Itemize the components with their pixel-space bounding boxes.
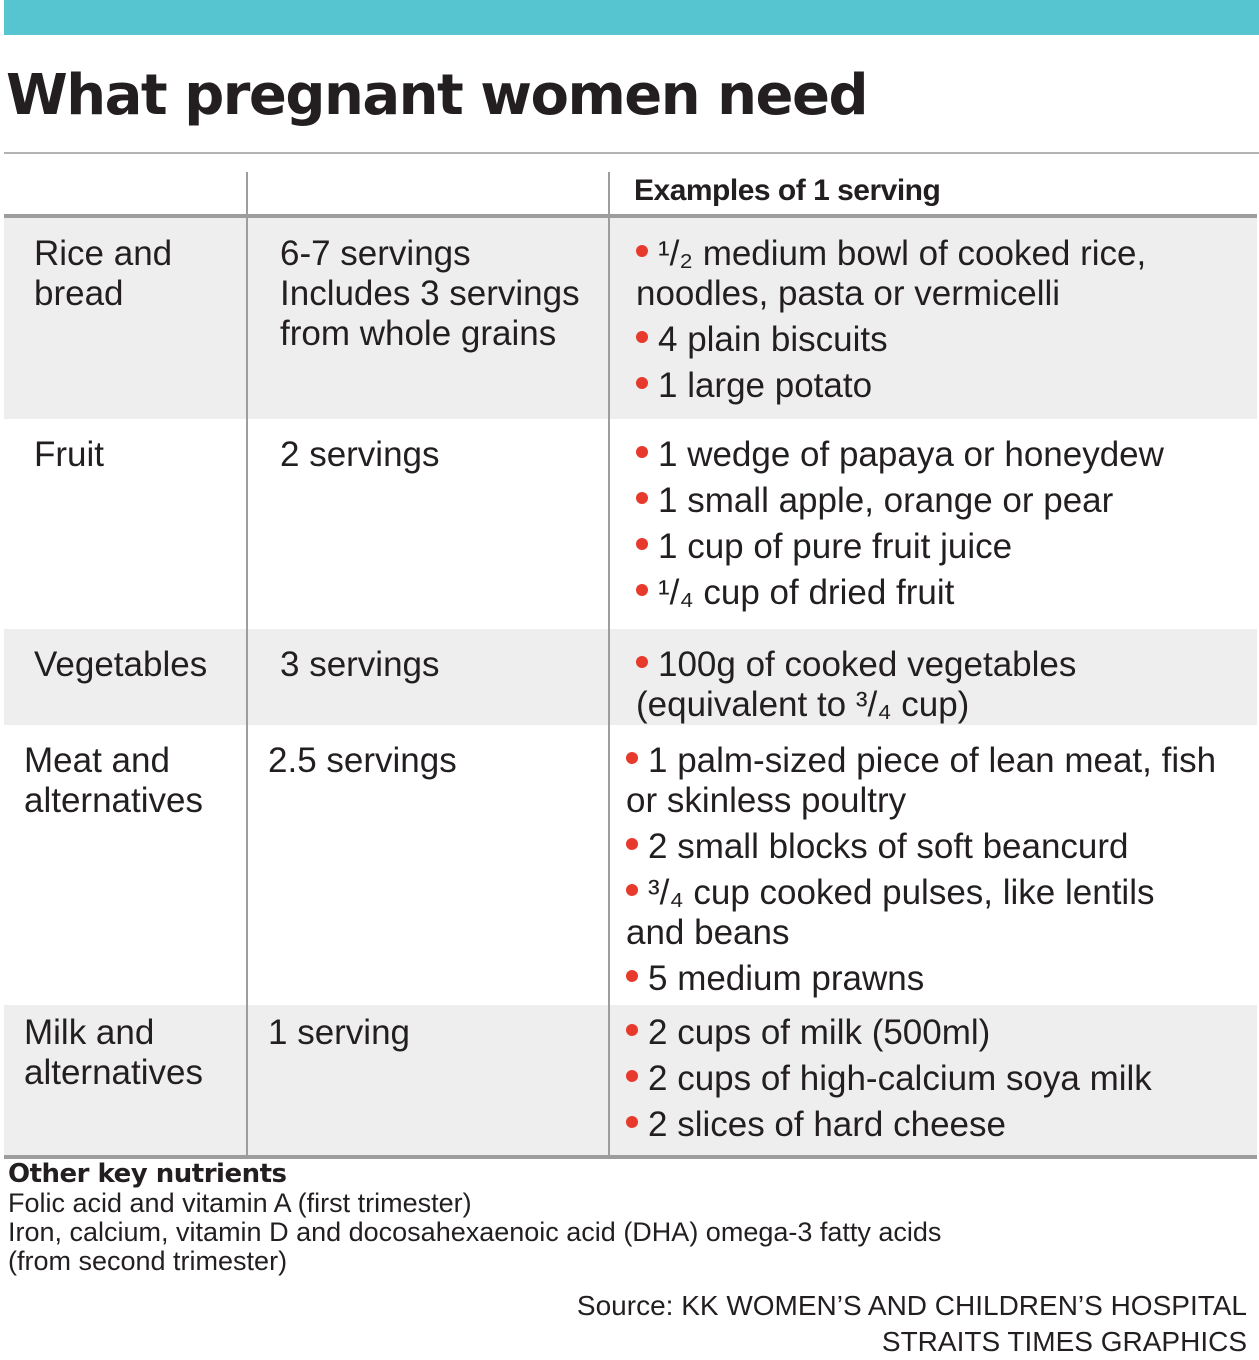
bullet-icon	[626, 1070, 638, 1082]
bullet-icon	[626, 970, 638, 982]
bullet-icon	[626, 1024, 638, 1036]
examples-list: 100g of cooked vegetables (equivalent to …	[636, 645, 1247, 725]
category-cell: Fruit	[34, 435, 104, 474]
category-cell: Milk and alternatives	[4, 1005, 247, 1159]
list-item: 5 medium prawns	[626, 959, 1247, 999]
examples-list: 1 palm-sized piece of lean meat, fish or …	[626, 741, 1247, 999]
servings-cell: 1 serving	[246, 1005, 609, 1159]
page-title: What pregnant women need	[6, 63, 869, 128]
accent-bar	[4, 0, 1259, 35]
notes-line: Folic acid and vitamin A (first trimeste…	[8, 1188, 472, 1218]
list-item: 100g of cooked vegetables (equivalent to …	[636, 645, 1077, 724]
servings-cell: 2 servings	[246, 419, 609, 629]
bullet-icon	[636, 538, 648, 550]
servings-cell: 3 servings	[246, 629, 609, 725]
category-cell: Vegetables	[4, 629, 247, 725]
examples-cell: 2 cups of milk (500ml) 2 cups of high-ca…	[608, 1005, 1257, 1159]
list-item: 1 small apple, orange or pear	[636, 481, 1247, 521]
table-row: Vegetables 3 servings 100g of cooked veg…	[4, 629, 1257, 725]
bullet-icon	[636, 245, 648, 257]
table-row: Meat and alternatives 2.5 servings 1 pal…	[4, 725, 1257, 1005]
list-item: ¹/₂ medium bowl of cooked rice, noodles, …	[636, 234, 1147, 313]
examples-cell: 1 palm-sized piece of lean meat, fish or …	[608, 725, 1257, 1005]
header-servings	[246, 172, 609, 218]
table-row: Rice and bread 6-7 servings Includes 3 s…	[4, 216, 1257, 419]
bullet-icon	[636, 584, 648, 596]
list-item: 1 palm-sized piece of lean meat, fish or …	[626, 741, 1217, 820]
examples-list: ¹/₂ medium bowl of cooked rice, noodles, …	[636, 234, 1247, 406]
examples-list: 1 wedge of papaya or honeydew 1 small ap…	[636, 435, 1247, 613]
list-item: 2 small blocks of soft beancurd	[626, 827, 1247, 867]
other-nutrients-note: Other key nutrients Folic acid and vitam…	[8, 1160, 1248, 1276]
table-row: Milk and alternatives 1 serving 2 cups o…	[4, 1005, 1257, 1159]
graphics-credit: STRAITS TIMES GRAPHICS	[881, 1326, 1247, 1357]
examples-list: 2 cups of milk (500ml) 2 cups of high-ca…	[626, 1013, 1247, 1145]
table-row: Fruit 2 servings 1 wedge of papaya or ho…	[4, 419, 1257, 629]
notes-line: Iron, calcium, vitamin D and docosahexae…	[8, 1217, 942, 1247]
examples-cell: ¹/₂ medium bowl of cooked rice, noodles, …	[608, 216, 1257, 419]
list-item: 1 wedge of papaya or honeydew	[636, 435, 1247, 475]
list-item: 1 large potato	[636, 366, 1247, 406]
list-item: 1 cup of pure fruit juice	[636, 527, 1247, 567]
bullet-icon	[636, 331, 648, 343]
list-item: 2 slices of hard cheese	[626, 1105, 1247, 1145]
bullet-icon	[636, 656, 648, 668]
credits: Source: KK WOMEN’S AND CHILDREN’S HOSPIT…	[577, 1288, 1247, 1360]
bullet-icon	[636, 446, 648, 458]
table-header-row: Examples of 1 serving	[4, 172, 1257, 218]
bullet-icon	[636, 377, 648, 389]
notes-heading: Other key nutrients	[8, 1159, 287, 1189]
bullet-icon	[626, 752, 638, 764]
list-item: 2 cups of milk (500ml)	[626, 1013, 1247, 1053]
servings-cell: 2.5 servings	[246, 725, 609, 1005]
list-item: ³/₄ cup cooked pulses, like lentils and b…	[626, 873, 1155, 952]
header-category	[4, 172, 247, 218]
category-cell: Meat and alternatives	[24, 741, 203, 820]
servings-table: Examples of 1 serving Rice and bread 6-7…	[4, 172, 1257, 1159]
bullet-icon	[626, 884, 638, 896]
header-examples: Examples of 1 serving	[608, 172, 1257, 218]
examples-cell: 100g of cooked vegetables (equivalent to …	[608, 629, 1257, 725]
list-item: ¹/₄ cup of dried fruit	[636, 573, 1247, 613]
notes-line: (from second trimester)	[8, 1246, 288, 1276]
list-item: 2 cups of high-calcium soya milk	[626, 1059, 1247, 1099]
bullet-icon	[626, 838, 638, 850]
category-cell: Rice and bread	[4, 216, 247, 419]
examples-cell: 1 wedge of papaya or honeydew 1 small ap…	[608, 419, 1257, 629]
divider	[4, 152, 1259, 154]
source-credit: Source: KK WOMEN’S AND CHILDREN’S HOSPIT…	[576, 1290, 1247, 1321]
servings-cell: 6-7 servings Includes 3 servings from wh…	[246, 216, 609, 419]
bullet-icon	[626, 1116, 638, 1128]
bullet-icon	[636, 492, 648, 504]
list-item: 4 plain biscuits	[636, 320, 1247, 360]
